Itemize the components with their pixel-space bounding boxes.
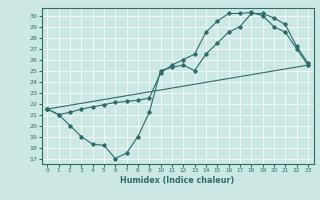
X-axis label: Humidex (Indice chaleur): Humidex (Indice chaleur)	[120, 176, 235, 185]
